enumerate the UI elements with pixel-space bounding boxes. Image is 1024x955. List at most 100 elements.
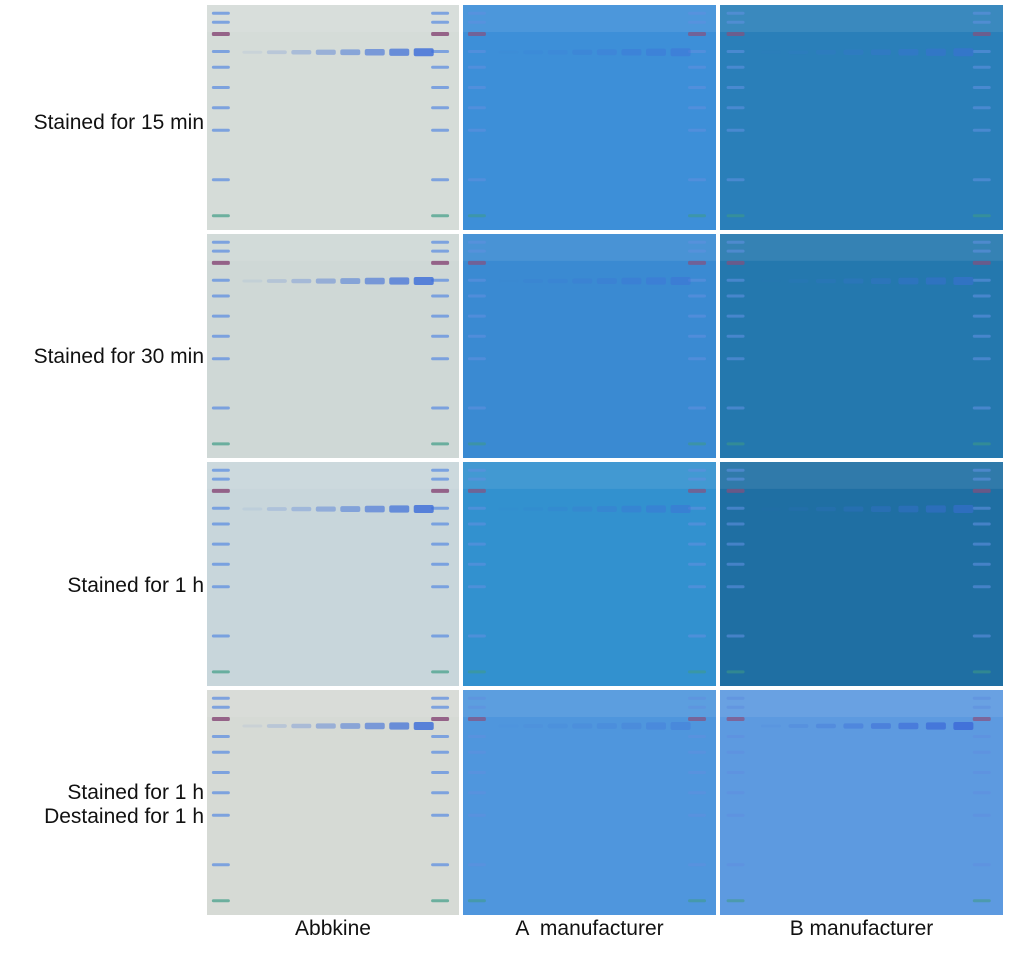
marker-band (972, 863, 991, 867)
marker-band (972, 20, 991, 24)
marker-band (972, 634, 991, 638)
marker-band (467, 506, 486, 510)
gel-panel-b-manufacturer-row-3 (720, 462, 1003, 686)
marker-band (431, 106, 450, 110)
gel-bands (207, 5, 459, 218)
marker-band (211, 468, 230, 472)
marker-band (972, 506, 991, 510)
marker-band (431, 128, 450, 132)
sample-band (596, 278, 617, 284)
sample-band (870, 278, 891, 284)
marker-band (467, 585, 486, 589)
marker-band (688, 899, 707, 903)
marker-band (431, 488, 450, 493)
sample-band (547, 506, 568, 512)
sample-band (953, 277, 974, 286)
marker-band (211, 562, 230, 566)
sample-band (413, 277, 434, 286)
marker-band (688, 750, 707, 754)
sample-band (572, 723, 593, 729)
marker-band (431, 813, 450, 817)
gel-top-shading (463, 234, 716, 261)
marker-band (467, 334, 486, 338)
marker-band (688, 334, 707, 338)
marker-band (688, 214, 707, 218)
sample-band (843, 723, 864, 729)
sample-band (760, 279, 781, 283)
marker-band (688, 50, 707, 53)
sample-band (870, 506, 891, 512)
marker-band (726, 705, 745, 709)
sample-band (788, 50, 809, 55)
sample-band (843, 506, 864, 512)
marker-band (972, 488, 991, 493)
gel-top-shading (207, 462, 459, 489)
marker-band (431, 750, 450, 754)
marker-band (431, 294, 450, 298)
sample-band (523, 279, 544, 283)
sample-band (364, 48, 385, 56)
sample-band (315, 506, 336, 512)
marker-band (972, 240, 991, 244)
sample-band (646, 722, 667, 730)
marker-band (972, 357, 991, 361)
marker-band (688, 240, 707, 244)
marker-band (726, 899, 745, 903)
row-label-line: Stained for 15 min (33, 111, 204, 134)
marker-band (726, 406, 745, 410)
sample-band (953, 505, 974, 514)
marker-band (467, 791, 486, 795)
gel-top-shading (207, 690, 459, 717)
marker-band (467, 813, 486, 817)
gel-panel-a-manufacturer-row-4 (463, 690, 716, 915)
marker-band (972, 899, 991, 903)
sample-band (815, 506, 836, 512)
marker-band (972, 542, 991, 546)
marker-band (431, 717, 450, 721)
sample-band (340, 723, 361, 729)
sample-band (788, 724, 809, 728)
column-label-b-manufacturer: B manufacturer (789, 917, 934, 940)
marker-band (431, 735, 450, 738)
gel-panel-b-manufacturer-row-1 (720, 5, 1003, 230)
marker-band (972, 791, 991, 795)
marker-band (972, 214, 991, 218)
marker-band (726, 634, 745, 638)
gel-bands (463, 5, 716, 218)
marker-band (726, 32, 745, 36)
marker-band (688, 562, 707, 566)
sample-band (953, 48, 974, 57)
marker-band (211, 50, 230, 53)
sample-band (413, 48, 434, 57)
marker-band (726, 294, 745, 298)
marker-band (467, 717, 486, 721)
marker-band (688, 178, 707, 182)
sample-band (389, 722, 410, 730)
sample-band (621, 48, 642, 56)
gel-top-shading (207, 234, 459, 261)
marker-band (726, 357, 745, 361)
marker-band (688, 506, 707, 510)
marker-band (211, 442, 230, 446)
marker-band (467, 314, 486, 318)
sample-band (815, 50, 836, 55)
marker-band (726, 468, 745, 472)
sample-band (815, 278, 836, 284)
marker-band (726, 863, 745, 867)
gel-top-shading (463, 462, 716, 489)
sample-band (953, 722, 974, 730)
sample-band (266, 507, 287, 511)
marker-band (431, 249, 450, 253)
marker-band (972, 32, 991, 36)
gel-panel-abbkine-row-3 (207, 462, 459, 686)
marker-band (467, 750, 486, 754)
marker-band (211, 863, 230, 867)
marker-band (726, 791, 745, 795)
marker-band (211, 86, 230, 89)
sample-band (340, 49, 361, 56)
column-label-a-manufacturer: A manufacturer (515, 917, 664, 940)
column-label-abbkine: Abbkine (295, 917, 371, 940)
marker-band (726, 214, 745, 218)
row-label-line: Stained for 30 min (33, 345, 204, 368)
marker-band (688, 442, 707, 446)
